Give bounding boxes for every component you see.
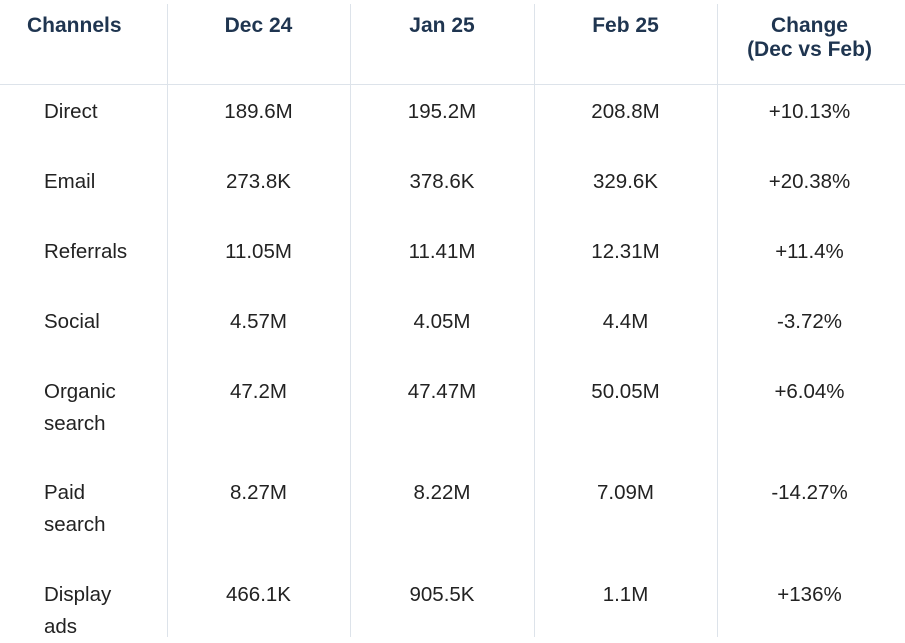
channel-label: Email — [44, 166, 154, 198]
cell-jan-25: 47.47M — [407, 380, 477, 403]
cell-feb-25: 4.4M — [602, 310, 649, 333]
channel-label-line: Direct — [44, 100, 98, 123]
channel-label: Social — [44, 306, 154, 338]
cell-feb-25: 12.31M — [591, 240, 660, 263]
table-header-row: Channels Dec 24 Jan 25 Feb 25 Change (De… — [0, 0, 905, 85]
cell-jan-25: 11.41M — [408, 240, 476, 263]
table-row: Paid search 8.27M 8.22M 7.09M -14.27% — [0, 477, 905, 541]
cell-change: -14.27% — [771, 481, 848, 504]
cell-dec-24: 47.2M — [230, 380, 287, 403]
cell-change: +6.04% — [774, 380, 845, 403]
cell-dec-24: 4.57M — [230, 310, 287, 333]
table-row: Direct 189.6M 195.2M 208.8M +10.13% — [0, 96, 905, 160]
table-row: Social 4.57M 4.05M 4.4M -3.72% — [0, 306, 905, 370]
channel-label-line: Organic — [44, 380, 116, 403]
cell-change: +10.13% — [768, 100, 851, 123]
header-change: Change (Dec vs Feb) — [717, 14, 902, 62]
channel-label-line: ads — [44, 615, 78, 638]
cell-dec-24: 11.05M — [225, 240, 292, 263]
channel-label-line: search — [44, 513, 106, 536]
cell-change: +136% — [777, 583, 842, 606]
header-dec-24: Dec 24 — [224, 14, 293, 37]
header-feb-25: Feb 25 — [592, 14, 659, 37]
cell-dec-24: 466.1K — [226, 583, 291, 606]
column-divider — [350, 4, 351, 637]
cell-change: +20.38% — [768, 170, 851, 193]
cell-feb-25: 50.05M — [591, 380, 660, 403]
cell-feb-25: 208.8M — [591, 100, 660, 123]
channel-label-line: Display — [44, 583, 112, 606]
column-divider — [534, 4, 535, 637]
table-row: Email 273.8K 378.6K 329.6K +20.38% — [0, 166, 905, 230]
header-jan-25: Jan 25 — [409, 14, 475, 37]
channel-label: Referrals — [44, 236, 154, 268]
cell-jan-25: 905.5K — [409, 583, 475, 606]
header-change-title: Change — [770, 14, 848, 37]
channel-label-line: Paid — [44, 481, 86, 504]
channel-label: Paid search — [44, 477, 154, 541]
cell-change: -3.72% — [777, 310, 842, 333]
cell-jan-25: 378.6K — [409, 170, 475, 193]
cell-jan-25: 195.2M — [407, 100, 477, 123]
cell-feb-25: 1.1M — [602, 583, 649, 606]
channel-label-line: Referrals — [44, 240, 128, 263]
column-divider — [167, 4, 168, 637]
table-row: Referrals 11.05M 11.41M 12.31M +11.4% — [0, 236, 905, 300]
cell-jan-25: 8.22M — [413, 481, 471, 504]
channel-label-line: Email — [44, 170, 96, 193]
channel-label: Organic search — [44, 376, 154, 440]
cell-dec-24: 273.8K — [226, 170, 291, 193]
header-channels: Channels — [27, 14, 122, 37]
cell-change: +11.4% — [775, 240, 844, 263]
cell-jan-25: 4.05M — [413, 310, 471, 333]
cell-feb-25: 329.6K — [593, 170, 658, 193]
channel-label-line: Social — [44, 310, 100, 333]
table-row: Organic search 47.2M 47.47M 50.05M +6.04% — [0, 376, 905, 440]
channel-label: Direct — [44, 96, 154, 128]
cell-dec-24: 8.27M — [230, 481, 287, 504]
table-row: Display ads 466.1K 905.5K 1.1M +136% — [0, 579, 905, 643]
column-divider — [717, 4, 718, 637]
channel-label-line: search — [44, 412, 106, 435]
cell-feb-25: 7.09M — [597, 481, 654, 504]
cell-dec-24: 189.6M — [224, 100, 293, 123]
channel-label: Display ads — [44, 579, 154, 643]
header-change-subtitle: (Dec vs Feb) — [747, 38, 872, 61]
